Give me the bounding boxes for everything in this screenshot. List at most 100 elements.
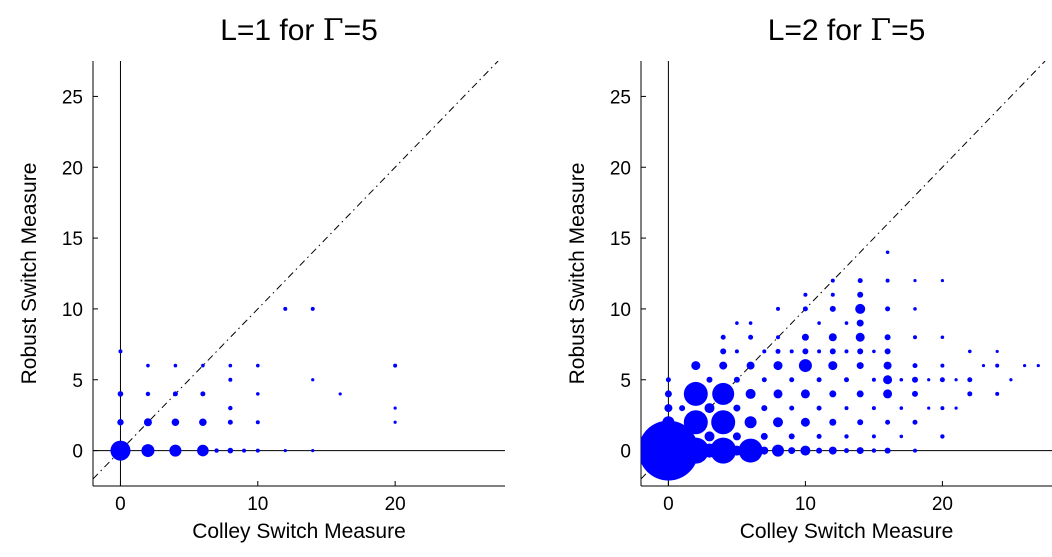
data-point: [872, 349, 876, 354]
x-tick-label: 20: [932, 494, 953, 515]
data-point: [913, 307, 917, 311]
data-point: [732, 432, 741, 441]
data-point: [844, 406, 849, 411]
data-point: [899, 377, 904, 382]
data-point: [738, 438, 763, 463]
data-point: [311, 448, 315, 453]
data-point: [801, 333, 809, 341]
data-point: [773, 361, 783, 371]
y-tick-label: 10: [62, 300, 83, 321]
data-point: [1023, 363, 1027, 368]
chart-title: L=2 for Γ=5: [768, 13, 926, 48]
data-point: [255, 392, 260, 396]
data-point: [829, 390, 837, 398]
data-point: [227, 419, 233, 425]
data-point: [817, 349, 822, 354]
data-point: [995, 391, 1000, 396]
data-point: [856, 319, 864, 327]
data-point: [683, 381, 708, 406]
data-point: [829, 418, 837, 426]
x-tick-label: 10: [247, 494, 268, 515]
data-point: [773, 417, 783, 428]
data-point: [711, 410, 736, 435]
data-point: [789, 349, 794, 354]
data-point: [117, 419, 124, 426]
data-point: [255, 363, 260, 368]
data-point: [744, 416, 757, 429]
data-point: [940, 278, 945, 283]
data-point: [173, 363, 178, 368]
x-tick-label: 0: [115, 494, 126, 515]
data-point: [172, 391, 178, 397]
data-point: [677, 431, 688, 442]
data-point: [255, 448, 260, 453]
data-point: [1009, 378, 1013, 382]
data-point: [682, 437, 709, 464]
data-point: [745, 388, 756, 399]
data-point: [228, 363, 233, 368]
data-point: [940, 434, 945, 439]
data-point: [789, 405, 795, 411]
chart-title-part: L=2 for: [768, 14, 871, 47]
data-point: [856, 447, 864, 455]
data-point: [762, 349, 767, 354]
data-point: [830, 278, 835, 283]
y-tick-label: 25: [610, 87, 631, 108]
data-point: [981, 363, 986, 368]
data-point: [706, 376, 713, 383]
data-point: [884, 348, 891, 355]
data-point: [733, 404, 741, 412]
data-point: [954, 406, 958, 410]
data-point: [788, 433, 795, 440]
data-point: [871, 377, 876, 382]
data-point: [748, 321, 753, 325]
data-point: [776, 306, 780, 311]
data-point: [760, 446, 769, 455]
data-point: [199, 418, 207, 427]
data-point: [704, 431, 715, 442]
data-point: [760, 432, 768, 440]
data-point: [856, 362, 864, 370]
y-tick-label: 20: [62, 158, 83, 179]
chart-title-part: =5: [891, 14, 925, 47]
data-point: [197, 444, 209, 457]
data-point: [940, 335, 945, 340]
data-point: [691, 361, 701, 371]
data-point: [883, 389, 893, 399]
data-point: [143, 418, 152, 427]
data-point: [912, 419, 918, 425]
data-point: [912, 376, 918, 383]
data-point: [803, 292, 808, 297]
data-point: [856, 390, 864, 398]
data-point: [829, 305, 836, 312]
data-point: [712, 382, 735, 405]
data-point: [200, 391, 206, 397]
data-point: [899, 434, 904, 439]
data-point: [828, 333, 837, 342]
chart-title-part: Γ: [323, 13, 344, 48]
data-point: [798, 359, 812, 373]
data-point: [857, 419, 864, 426]
data-point: [883, 361, 892, 370]
data-point: [912, 363, 918, 369]
y-tick-label: 20: [610, 158, 631, 179]
data-point: [939, 377, 945, 383]
data-point: [761, 405, 768, 412]
data-point: [110, 440, 131, 461]
data-point: [844, 321, 849, 325]
data-point: [802, 306, 808, 312]
data-point: [913, 278, 917, 283]
data-point: [169, 444, 182, 457]
data-point: [817, 321, 821, 325]
x-tick-label: 10: [795, 494, 816, 515]
data-point: [665, 377, 671, 383]
data-point: [857, 291, 864, 298]
plot-2: 0 10 20 0 5 10 15 20 25 L=2 for Γ=5 Colley Switch …: [566, 13, 1052, 543]
chart-title-part: =5: [344, 14, 378, 47]
data-point: [171, 418, 180, 427]
data-point: [662, 416, 675, 429]
data-point: [844, 448, 849, 454]
data-point: [710, 437, 737, 464]
x-tick-label: 20: [385, 494, 406, 515]
